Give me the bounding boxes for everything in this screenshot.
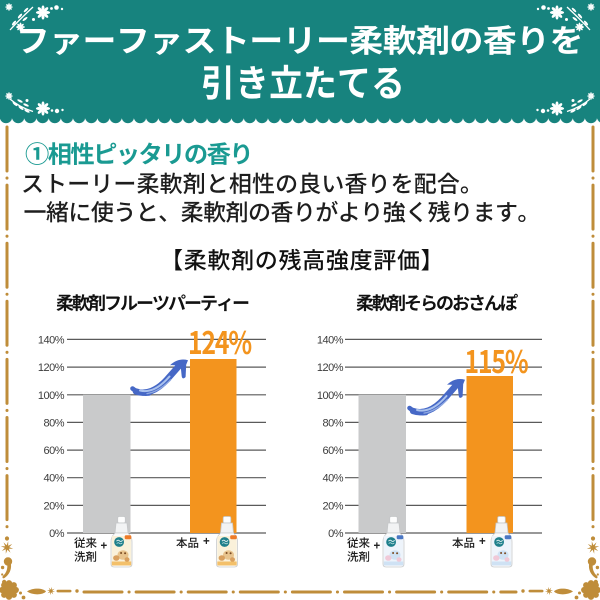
svg-text:60%: 60% [43,445,64,457]
svg-text:140%: 140% [317,334,344,346]
svg-text:20%: 20% [43,500,64,512]
svg-text:40%: 40% [43,473,64,485]
svg-text:100%: 100% [317,390,344,402]
svg-text:+: + [479,536,486,548]
svg-text:60%: 60% [322,445,343,457]
svg-text:120%: 120% [38,362,65,374]
svg-text:20%: 20% [322,500,343,512]
svg-text:120%: 120% [317,362,344,374]
svg-text:+: + [203,536,210,548]
svg-text:40%: 40% [322,473,343,485]
svg-text:80%: 80% [322,417,343,429]
svg-text:0%: 0% [328,528,344,540]
svg-text:+: + [374,541,381,553]
svg-text:100%: 100% [38,390,65,402]
svg-text:0%: 0% [49,528,65,540]
svg-text:+: + [101,541,108,553]
svg-text:80%: 80% [43,417,64,429]
svg-text:140%: 140% [38,334,65,346]
